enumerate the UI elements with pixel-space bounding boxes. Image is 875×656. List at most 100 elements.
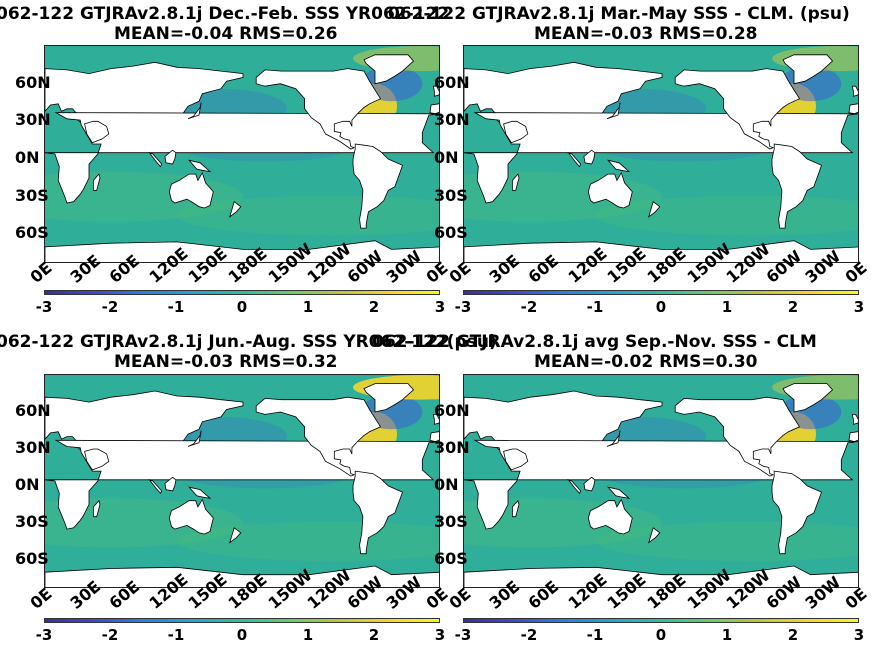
map-panel-3 xyxy=(44,374,440,588)
panel-3-title-line1: 062-122 GTJRAv2.8.1j Jun.-Aug. SSS YR062… xyxy=(0,332,497,352)
panel-1-title-line1: 062-122 GTJRAv2.8.1j Dec.-Feb. SSS YR062… xyxy=(0,4,450,24)
colorbar-4 xyxy=(463,618,859,623)
colorbar-3 xyxy=(44,618,440,623)
lat-tick-label: 60S xyxy=(434,548,468,568)
lat-tick-label: 30S xyxy=(15,185,49,205)
land-australia xyxy=(168,171,214,209)
land-arabiaFix xyxy=(84,120,110,144)
lon-tick-label: 0E xyxy=(26,584,56,613)
land-southAmerica xyxy=(771,470,823,555)
colorbar-tick-label: 2 xyxy=(787,626,799,644)
land-japan xyxy=(606,430,621,447)
land-northAmerica xyxy=(674,68,801,150)
map-panel-4 xyxy=(463,374,859,588)
map-panel-2 xyxy=(463,45,859,263)
land-antarctica xyxy=(464,240,858,262)
colorbar-tick-label: 0 xyxy=(236,298,248,316)
land-arabiaFix xyxy=(84,448,110,471)
lat-tick-label: 0N xyxy=(15,474,40,494)
land-newguinea xyxy=(606,159,631,173)
colorbar-tick-label: 0 xyxy=(655,626,667,644)
lon-tick-label: 0E xyxy=(445,584,475,613)
colorbar-tick-label: -2 xyxy=(101,298,119,316)
lat-tick-label: 30N xyxy=(15,437,51,457)
land-newguinea xyxy=(187,486,212,499)
panel-2-stats: MEAN=-0.03 RMS=0.28 xyxy=(534,24,758,44)
colorbar-1 xyxy=(44,290,440,295)
colorbar-tick-label: 1 xyxy=(721,626,733,644)
land-greenland xyxy=(363,54,415,85)
land-southAmerica xyxy=(352,143,403,229)
panel-2-title: 062-122 GTJRAv2.8.1j Mar.-May SSS - CLM.… xyxy=(388,4,850,44)
colorbar-tick-label: 3 xyxy=(434,626,446,644)
land-northAmerica xyxy=(255,68,382,150)
lat-tick-label: 60N xyxy=(434,72,470,92)
colorbar-2 xyxy=(463,290,859,295)
panel-3-title: 062-122 GTJRAv2.8.1j Jun.-Aug. SSS YR062… xyxy=(0,332,497,372)
land-sumatra xyxy=(148,151,163,168)
colorbar-tick-label: -2 xyxy=(520,298,538,316)
lat-tick-label: 30N xyxy=(434,110,470,130)
land-europeWest xyxy=(848,103,858,115)
colorbar-tick-label: 1 xyxy=(302,298,314,316)
land-madagascar xyxy=(93,499,101,518)
lat-tick-label: 60N xyxy=(15,72,51,92)
colorbar-tick-label: -3 xyxy=(454,626,472,644)
colorbar-tick-label: 2 xyxy=(368,298,380,316)
land-uk xyxy=(432,414,439,425)
colorbar-tick-label: 0 xyxy=(236,626,248,644)
colorbar-tick-label: 3 xyxy=(853,626,865,644)
land-uk xyxy=(432,85,439,97)
land-antarctica xyxy=(45,240,439,262)
land-australia xyxy=(587,171,633,209)
land-northAmerica xyxy=(255,396,382,477)
panel-3-stats: MEAN=-0.03 RMS=0.32 xyxy=(114,352,338,372)
land-borneo xyxy=(164,149,177,165)
colorbar-tick-label: -1 xyxy=(586,298,604,316)
land-greenland xyxy=(782,383,834,413)
lat-tick-label: 60N xyxy=(15,400,51,420)
panel-1-stats: MEAN=-0.04 RMS=0.26 xyxy=(114,24,338,44)
colorbar-tick-label: -3 xyxy=(454,298,472,316)
panel-2-title-line1: 062-122 GTJRAv2.8.1j Mar.-May SSS - CLM.… xyxy=(388,4,850,24)
lat-tick-label: 0N xyxy=(434,474,459,494)
colorbar-tick-label: 2 xyxy=(368,626,380,644)
land-nz xyxy=(648,527,661,544)
land-australia xyxy=(168,498,214,535)
land-madagascar xyxy=(93,173,101,191)
land-madagascar xyxy=(512,173,520,191)
land-nz xyxy=(648,201,661,218)
land-borneo xyxy=(164,476,177,492)
land-japan xyxy=(606,102,621,120)
land-greenland xyxy=(363,383,415,413)
panel-1-title: 062-122 GTJRAv2.8.1j Dec.-Feb. SSS YR062… xyxy=(0,4,449,44)
lat-tick-label: 30S xyxy=(434,185,468,205)
land-uk xyxy=(851,85,858,97)
land-northAmerica xyxy=(674,396,801,477)
lat-tick-label: 60N xyxy=(434,400,470,420)
panel-4-title-line1: 062-122 GTJRAv2.8.1j avg Sep.-Nov. SSS -… xyxy=(372,332,817,352)
colorbar-tick-label: 3 xyxy=(853,298,865,316)
colorbar-tick-label: 0 xyxy=(655,298,667,316)
land-australia xyxy=(587,498,633,535)
land-japan xyxy=(187,430,202,447)
land-borneo xyxy=(583,149,596,165)
lat-tick-label: 60S xyxy=(15,548,49,568)
land-sumatra xyxy=(567,478,582,495)
land-japan xyxy=(187,102,202,120)
lat-tick-label: 60S xyxy=(434,223,468,243)
colorbar-tick-label: -1 xyxy=(167,298,185,316)
lat-tick-label: 0N xyxy=(434,148,459,168)
land-newguinea xyxy=(606,486,631,499)
lon-tick-label: 0E xyxy=(445,258,475,287)
colorbar-tick-label: -1 xyxy=(586,626,604,644)
colorbar-tick-label: -3 xyxy=(35,626,53,644)
land-sumatra xyxy=(567,151,582,168)
land-nz xyxy=(229,201,242,218)
lon-tick-label: 0E xyxy=(841,584,871,613)
land-antarctica xyxy=(45,565,439,587)
lat-tick-label: 30N xyxy=(15,110,51,130)
land-sumatra xyxy=(148,478,163,495)
colorbar-tick-label: 3 xyxy=(434,298,446,316)
land-antarctica xyxy=(464,565,858,587)
